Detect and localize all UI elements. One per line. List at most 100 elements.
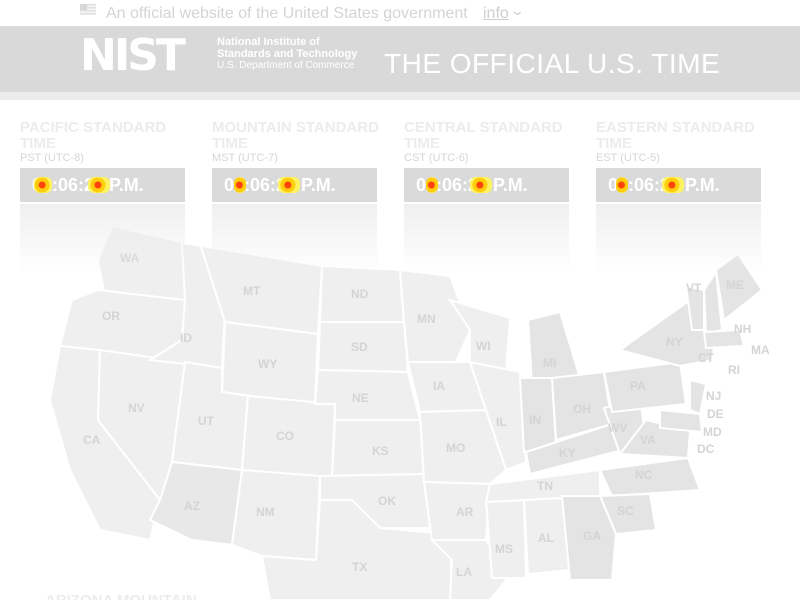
state-label-mi: MI: [543, 356, 556, 370]
zone-eastern: EASTERN STANDARD TIME EST (UTC-5) 03:06:…: [596, 120, 776, 202]
state-mi: [526, 310, 582, 386]
nist-logo-text[interactable]: National Institute of Standards and Tech…: [217, 36, 357, 72]
state-vt: [684, 284, 705, 331]
state-label-wi: WI: [476, 339, 491, 353]
zone-abbr: CST (UTC-6): [404, 152, 469, 164]
highlight-marker: [616, 177, 628, 193]
chevron-down-icon[interactable]: ⌄: [509, 3, 526, 18]
state-ms: [484, 496, 528, 579]
highlight-marker: [662, 177, 684, 193]
arizona-zone-label: ARIZONA MOUNTAIN: [45, 592, 197, 600]
state-label-tx: TX: [352, 560, 367, 574]
state-label-nh: NH: [734, 322, 751, 336]
zone-name: PACIFIC STANDARD TIME: [20, 119, 167, 152]
state-ga: [560, 495, 618, 581]
logo-line-3: U.S. Department of Commerce: [217, 60, 355, 71]
state-label-wy: WY: [258, 357, 277, 371]
state-label-ny: NY: [666, 335, 683, 349]
state-label-dc: DC: [697, 442, 715, 456]
clock-display: 02:06:26 P.M.: [212, 168, 377, 202]
gov-info-link[interactable]: info: [483, 5, 509, 22]
logo-line-2: Standards and Technology: [217, 48, 358, 60]
zone-abbr: PST (UTC-8): [20, 152, 84, 164]
state-label-ga: GA: [583, 529, 601, 543]
state-tx: [260, 499, 454, 600]
state-label-ia: IA: [433, 379, 445, 393]
mountain-beam: [212, 204, 377, 274]
state-label-or: OR: [102, 309, 120, 323]
highlight-marker: [278, 177, 300, 193]
state-label-oh: OH: [573, 402, 591, 416]
state-label-in: IN: [529, 413, 541, 427]
state-label-tn: TN: [537, 479, 553, 493]
state-il: [468, 360, 528, 472]
state-label-nm: NM: [256, 505, 275, 519]
state-nj: [689, 378, 708, 416]
us-flag-icon: [80, 4, 96, 15]
state-label-md: MD: [703, 425, 722, 439]
state-label-nj: NJ: [706, 389, 721, 403]
state-label-ne: NE: [352, 391, 369, 405]
state-label-nv: NV: [128, 401, 145, 415]
state-label-mt: MT: [243, 284, 261, 298]
state-label-ky: KY: [559, 446, 576, 460]
zone-pacific: PACIFIC STANDARD TIME PST (UTC-8) 02:06:…: [20, 120, 200, 202]
highlight-marker: [88, 177, 110, 193]
clock-display: 03:06:26 P.M.: [596, 168, 761, 202]
state-label-ri: RI: [728, 363, 740, 377]
state-label-sc: SC: [617, 504, 634, 518]
state-label-ca: CA: [83, 433, 101, 447]
zone-mountain: MOUNTAIN STANDARD TIME MST (UTC-7) 02:06…: [212, 120, 392, 202]
state-label-az: AZ: [184, 499, 200, 513]
gov-banner-text: An official website of the United States…: [106, 5, 468, 22]
highlight-marker: [234, 177, 246, 193]
page-title: THE OFFICIAL U.S. TIME: [384, 48, 721, 79]
state-label-nc: NC: [635, 468, 653, 482]
state-label-ms: MS: [495, 542, 513, 556]
state-label-me: ME: [726, 278, 744, 292]
state-label-il: IL: [496, 415, 507, 429]
state-label-mn: MN: [417, 312, 436, 326]
state-label-mo: MO: [446, 441, 465, 455]
zone-abbr: EST (UTC-5): [596, 152, 660, 164]
pacific-beam: [20, 204, 185, 274]
state-label-sd: SD: [351, 340, 368, 354]
state-label-id: ID: [180, 331, 192, 345]
clock-display: 02:06:26 P.M.: [20, 168, 185, 202]
state-label-wv: WV: [608, 421, 627, 435]
clock-display: 02:06:26 P.M.: [404, 168, 569, 202]
state-pa: [602, 360, 688, 414]
state-ma: [702, 328, 746, 350]
highlight-marker: [34, 177, 52, 193]
highlight-marker: [470, 177, 492, 193]
zone-name: EASTERN STANDARD TIME: [596, 119, 755, 152]
state-label-va: VA: [640, 433, 656, 447]
state-md: [659, 408, 704, 434]
clock-time: 02:06:26 P.M.: [32, 175, 144, 195]
eastern-beam: [596, 204, 761, 274]
highlight-marker: [426, 177, 438, 193]
state-label-ks: KS: [372, 444, 389, 458]
state-nm: [230, 468, 322, 562]
state-mo: [418, 408, 508, 486]
state-label-pa: PA: [630, 379, 646, 393]
state-label-de: DE: [707, 407, 724, 421]
site-header: [0, 26, 800, 92]
zone-name: MOUNTAIN STANDARD TIME: [212, 119, 379, 152]
state-label-la: LA: [456, 565, 472, 579]
state-label-al: AL: [538, 531, 554, 545]
state-nc: [598, 456, 702, 498]
state-label-ok: OK: [378, 494, 396, 508]
state-label-co: CO: [276, 429, 294, 443]
state-label-ut: UT: [198, 414, 215, 428]
state-label-ct: CT: [698, 351, 715, 365]
zone-abbr: MST (UTC-7): [212, 152, 278, 164]
state-label-vt: VT: [686, 281, 702, 295]
central-beam: [404, 204, 569, 274]
zone-central: CENTRAL STANDARD TIME CST (UTC-6) 02:06:…: [404, 120, 584, 202]
state-label-ma: MA: [751, 343, 770, 357]
zone-name: CENTRAL STANDARD TIME: [404, 119, 563, 152]
logo-line-1: National Institute of: [217, 36, 320, 48]
nist-logo[interactable]: NIST: [80, 30, 186, 81]
state-label-nd: ND: [351, 287, 369, 301]
